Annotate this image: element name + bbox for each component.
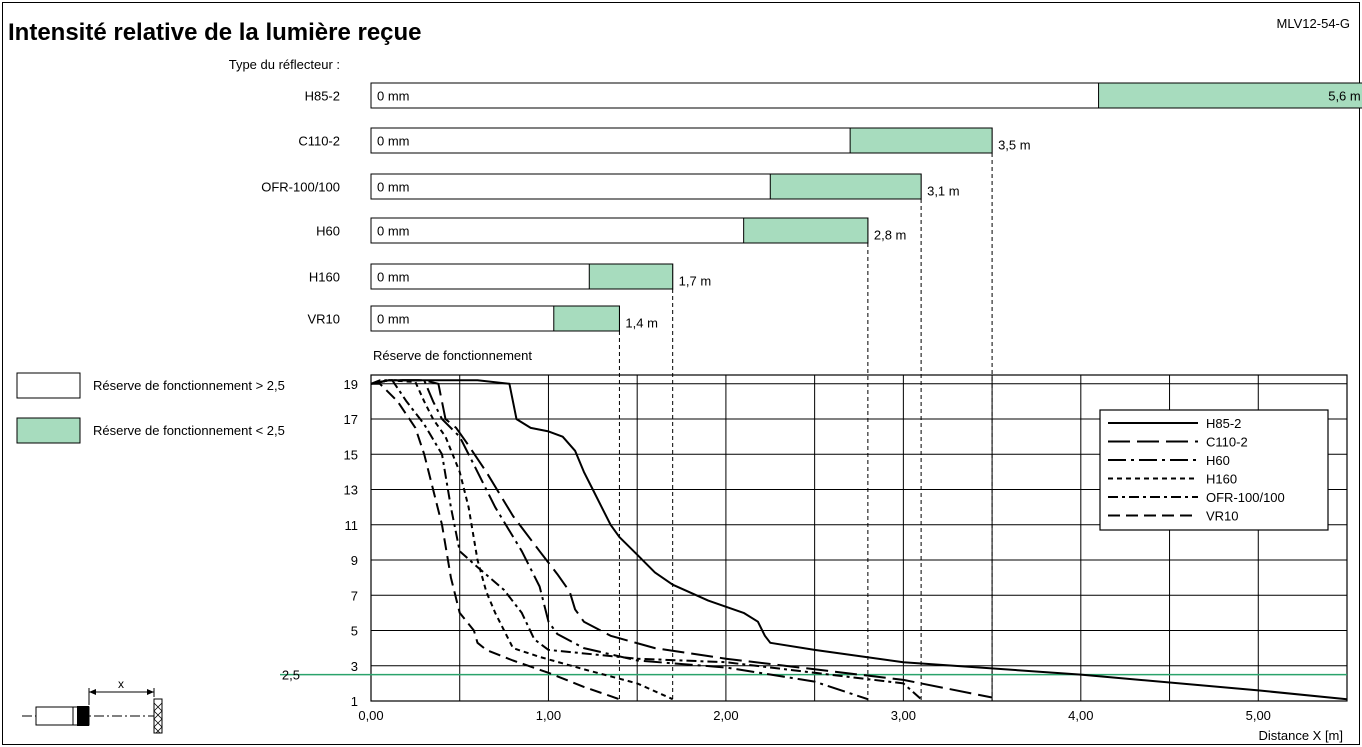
start-label-h60: 0 mm [377, 224, 410, 239]
reserve-legend: Réserve de fonctionnement > 2,5 Réserve … [16, 372, 285, 444]
start-label-h85-2: 0 mm [377, 89, 410, 104]
y-tick-label-3: 3 [351, 659, 358, 674]
start-label-c110-2: 0 mm [377, 134, 410, 149]
dimension-arrows [89, 689, 154, 695]
category-label-h85-2: H85-2 [305, 89, 340, 104]
category-label-h160: H160 [309, 270, 340, 285]
start-label-ofr-100-100: 0 mm [377, 180, 410, 195]
threshold-label: 2,5 [282, 668, 300, 683]
range-bar-reserve-low-h85-2 [1098, 82, 1362, 109]
series-legend [1099, 409, 1329, 531]
y-tick-label-17: 17 [344, 412, 358, 427]
x-tick-label-2: 2,00 [713, 708, 738, 723]
legend-swatch-low [16, 417, 81, 444]
series-line-vr10 [371, 382, 620, 701]
legend-label-h60: H60 [1206, 453, 1230, 468]
range-bar-reserve-low-c110-2 [849, 127, 993, 154]
dimension-x-label: x [118, 677, 124, 691]
x-tick-label-4: 4,00 [1068, 708, 1093, 723]
legend-label-low: Réserve de fonctionnement < 2,5 [93, 423, 285, 438]
legend-label-high: Réserve de fonctionnement > 2,5 [93, 378, 285, 393]
start-label-vr10: 0 mm [377, 312, 410, 327]
legend-swatch-high [16, 372, 81, 399]
legend-label-h85-2: H85-2 [1206, 416, 1241, 431]
max-range-label-vr10: 1,4 m [625, 316, 658, 331]
series-line-h85-2 [370, 379, 1348, 701]
range-bar-chart: H85-2 0 mm 5,6 m C110-2 0 mm 3,5 m OFR-100/100… [261, 82, 1362, 332]
category-label-ofr-100-100: OFR-100/100 [261, 180, 340, 195]
product-code: MLV12-54-G [1277, 16, 1350, 31]
x-tick-label-3: 3,00 [891, 708, 916, 723]
legend-label-h160: H160 [1206, 472, 1237, 487]
category-label-h60: H60 [316, 224, 340, 239]
series-line-ofr-100-100 [370, 379, 922, 700]
sensor-diagram: x [22, 677, 163, 734]
x-tick-label-1: 1,00 [536, 708, 561, 723]
range-bar-reserve-low-h160 [588, 263, 674, 290]
category-label-c110-2: C110-2 [298, 134, 340, 149]
y-tick-label-19: 19 [344, 377, 358, 392]
x-tick-label-5: 5,00 [1246, 708, 1271, 723]
legend-label-ofr-100-100: OFR-100/100 [1206, 490, 1285, 505]
reserve-label: Réserve de fonctionnement [373, 348, 532, 363]
y-tick-label-9: 9 [351, 553, 358, 568]
series-line-h60 [370, 379, 869, 701]
chart-title: Intensité relative de la lumière reçue [8, 19, 422, 46]
series-line-h160 [370, 379, 674, 701]
reflector-icon [153, 698, 163, 734]
max-range-label-h85-2: 5,6 m [1328, 89, 1361, 104]
max-range-label-h160: 1,7 m [679, 274, 712, 289]
range-bar-reserve-low-h60 [743, 217, 869, 244]
sensor-lens [77, 706, 89, 726]
category-label-vr10: VR10 [307, 312, 340, 327]
legend-label-vr10: VR10 [1206, 509, 1239, 524]
y-tick-label-13: 13 [344, 483, 358, 498]
reflector-type-label: Type du réflecteur : [229, 57, 340, 72]
y-tick-label-11: 11 [345, 518, 359, 533]
x-axis-title: Distance X [m] [1258, 728, 1343, 743]
max-range-label-ofr-100-100: 3,1 m [927, 184, 960, 199]
x-tick-label-0: 0,00 [358, 708, 383, 723]
y-tick-label-5: 5 [351, 624, 358, 639]
y-tick-label-15: 15 [344, 447, 358, 462]
max-range-label-c110-2: 3,5 m [998, 138, 1031, 153]
range-bar-reserve-low-ofr-100-100 [769, 173, 922, 200]
range-bar-reserve-low-vr10 [553, 305, 620, 332]
max-range-label-h60: 2,8 m [874, 228, 907, 243]
y-tick-label-7: 7 [351, 588, 358, 603]
plot-area [370, 374, 1348, 702]
start-label-h160: 0 mm [377, 270, 410, 285]
reflector-hatch [153, 702, 163, 734]
y-tick-label-1: 1 [351, 694, 358, 709]
series-line-c110-2 [370, 379, 993, 699]
legend-label-c110-2: C110-2 [1206, 435, 1248, 450]
